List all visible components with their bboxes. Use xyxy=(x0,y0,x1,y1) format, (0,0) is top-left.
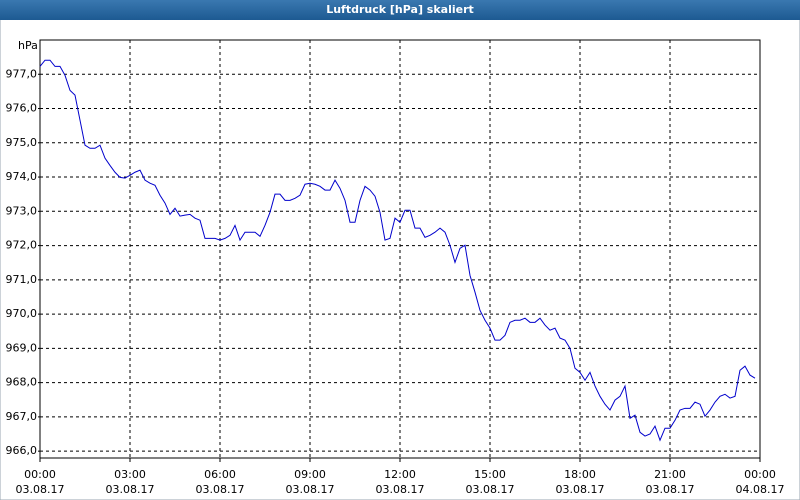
x-tick-label: 04.08.17 xyxy=(736,483,785,496)
y-tick-label: 968,0 xyxy=(6,376,38,389)
y-tick-label: 966,0 xyxy=(6,444,38,457)
y-tick-label: 970,0 xyxy=(6,307,38,320)
y-tick-label: 969,0 xyxy=(6,341,38,354)
pressure-line xyxy=(39,59,756,442)
x-tick-label: 03.08.17 xyxy=(646,483,695,496)
y-tick-label: 973,0 xyxy=(6,204,38,217)
x-tick-label: 03.08.17 xyxy=(16,483,65,496)
y-tick-label: 975,0 xyxy=(6,136,38,149)
x-tick-label: 03.08.17 xyxy=(106,483,155,496)
x-tick-label: 12:00 xyxy=(384,468,416,481)
y-axis-label: hPa xyxy=(18,39,38,52)
title-bar xyxy=(0,0,800,20)
y-tick-label: 976,0 xyxy=(6,102,38,115)
x-tick-label: 09:00 xyxy=(294,468,326,481)
y-tick-label: 967,0 xyxy=(6,410,38,423)
x-tick-label: 21:00 xyxy=(654,468,686,481)
x-tick-label: 03:00 xyxy=(114,468,146,481)
y-tick-label: 972,0 xyxy=(6,239,38,252)
x-tick-label: 00:00 xyxy=(24,468,56,481)
x-tick-label: 03.08.17 xyxy=(466,483,515,496)
x-tick-label: 03.08.17 xyxy=(286,483,335,496)
x-tick-label: 03.08.17 xyxy=(556,483,605,496)
x-tick-label: 03.08.17 xyxy=(376,483,425,496)
y-tick-label: 977,0 xyxy=(6,67,38,80)
x-tick-label: 06:00 xyxy=(204,468,236,481)
x-tick-label: 15:00 xyxy=(474,468,506,481)
x-tick-label: 18:00 xyxy=(564,468,596,481)
chart-title: Luftdruck [hPa] skaliert xyxy=(326,3,474,16)
plot-frame xyxy=(39,39,761,459)
x-tick-label: 00:00 xyxy=(744,468,776,481)
y-tick-label: 974,0 xyxy=(6,170,38,183)
x-tick-label: 03.08.17 xyxy=(196,483,245,496)
y-tick-label: 971,0 xyxy=(6,273,38,286)
